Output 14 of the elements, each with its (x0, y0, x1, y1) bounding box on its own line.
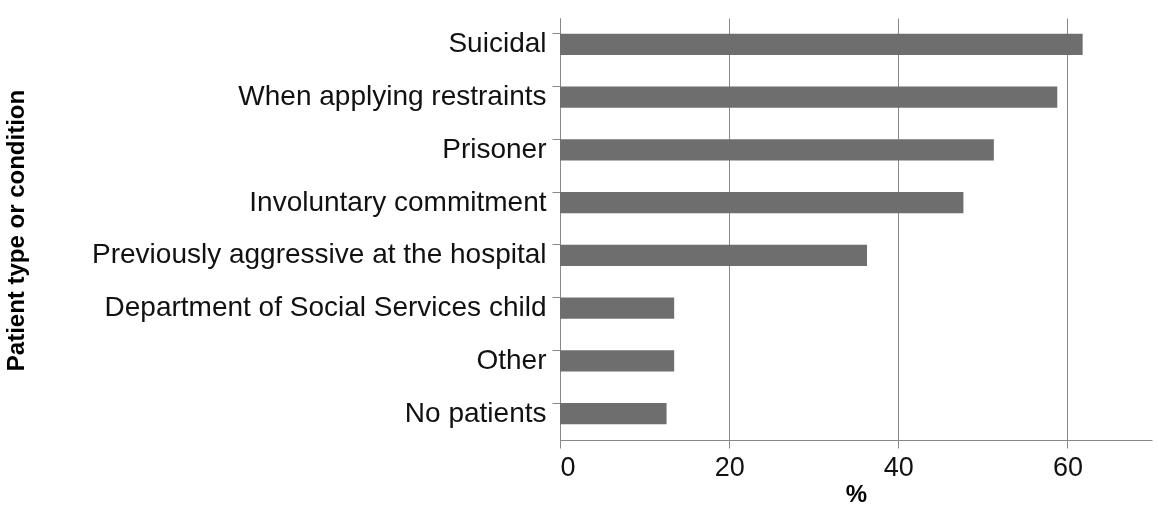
y-tick-label: When applying restraints (238, 80, 547, 112)
x-tick-label: 40 (883, 451, 914, 482)
y-tick-label: Suicidal (448, 27, 547, 59)
x-axis-title: % (845, 479, 868, 507)
y-tick-label: Department of Social Services child (104, 291, 547, 323)
x-tick-label: 20 (714, 451, 745, 482)
x-tick-label: 60 (1052, 451, 1083, 482)
y-tick-label: Prisoner (442, 132, 547, 164)
y-tick-label: Other (476, 343, 547, 375)
y-tick-label: No patients (404, 396, 547, 428)
y-axis-title: Patient type or condition (1, 89, 29, 372)
y-tick-label: Involuntary commitment (249, 185, 547, 217)
y-tick-label: Previously aggressive at the hospital (92, 238, 547, 270)
x-tick-label: 0 (560, 451, 576, 482)
